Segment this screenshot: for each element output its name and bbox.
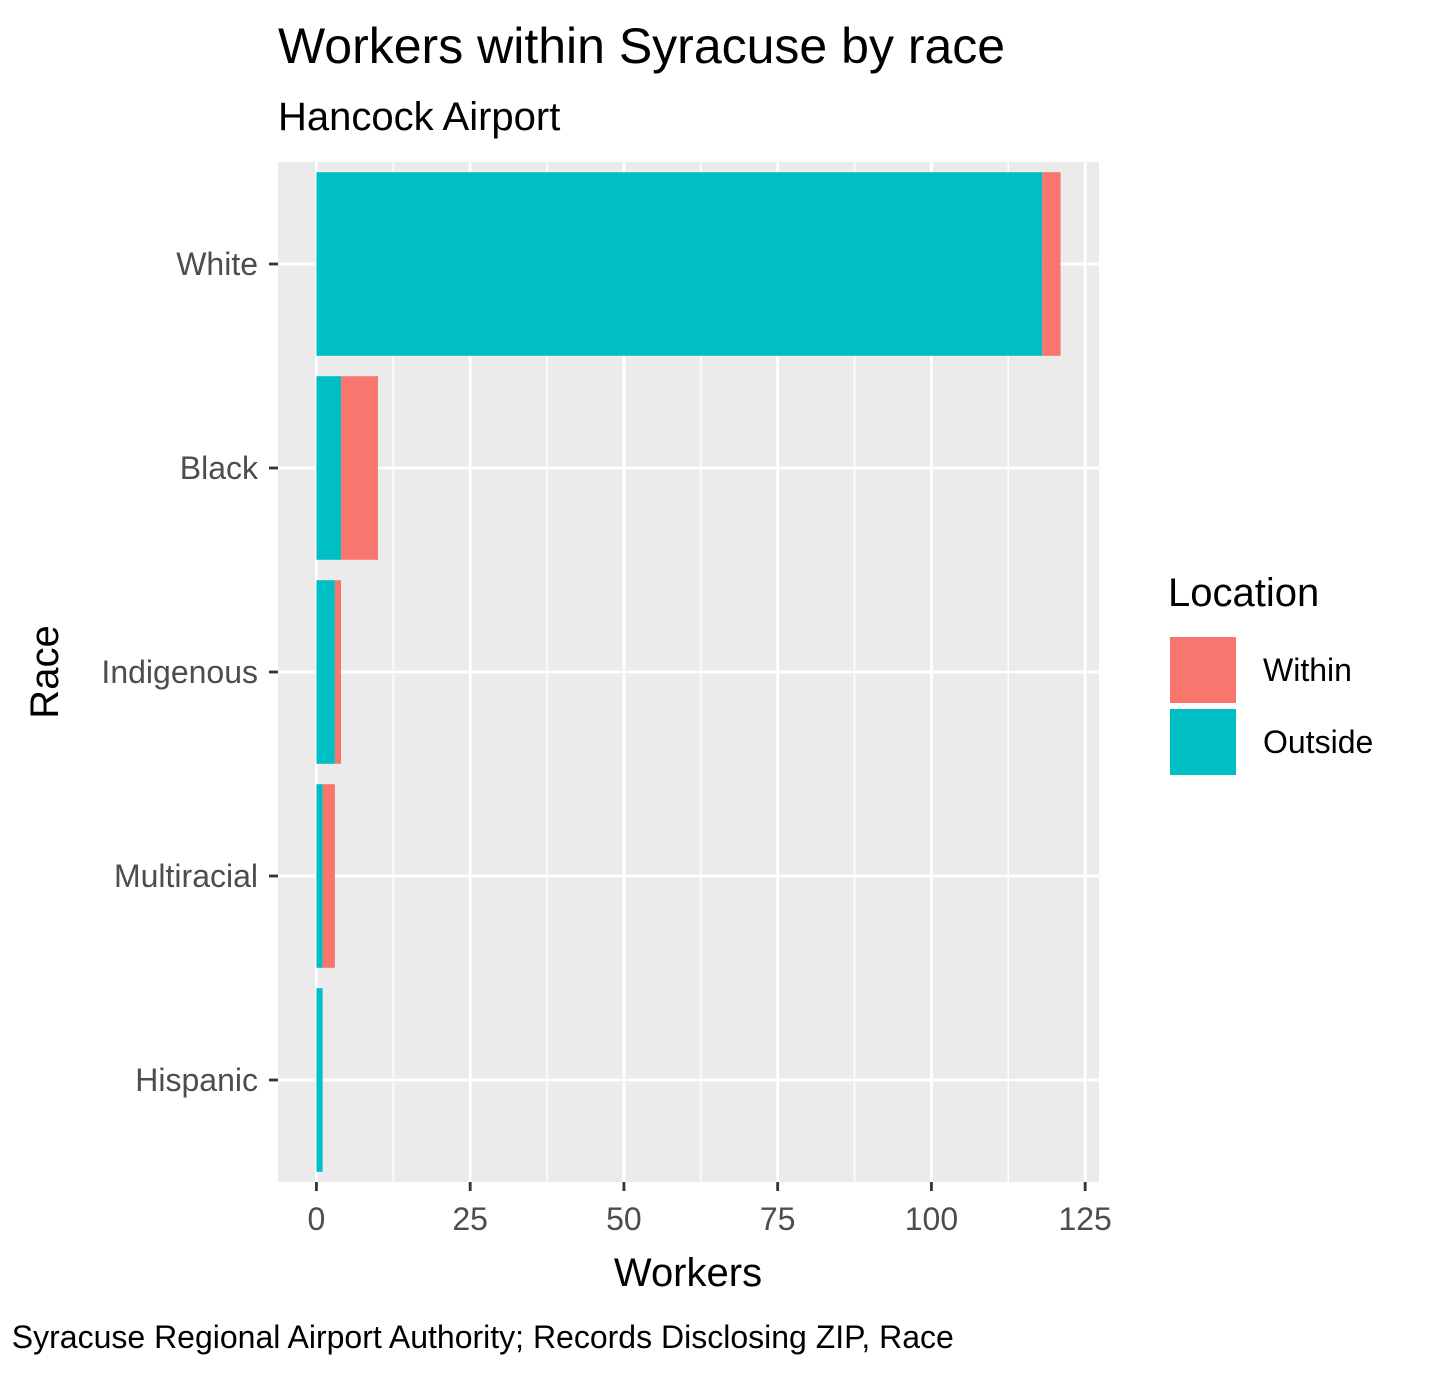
chart-title: Workers within Syracuse by race	[278, 18, 1005, 74]
bar-within-white	[1042, 172, 1061, 356]
y-tick-label: Hispanic	[135, 1062, 258, 1098]
y-tick-label: Black	[180, 450, 259, 486]
y-tick-label: Indigenous	[101, 654, 258, 690]
y-axis-title: Race	[23, 625, 67, 718]
legend-label-within: Within	[1263, 652, 1352, 688]
bar-outside-black	[316, 376, 342, 560]
y-tick-label: Multiracial	[114, 858, 258, 894]
x-tick-label: 0	[308, 1201, 326, 1237]
legend-key-outside	[1170, 709, 1236, 775]
x-axis-title: Workers	[614, 1251, 762, 1295]
bar-outside-hispanic	[316, 988, 323, 1172]
bars	[316, 172, 1061, 1172]
chart-caption: : Syracuse Regional Airport Authority; R…	[0, 1319, 954, 1355]
y-tick-label: White	[176, 246, 258, 282]
bar-outside-multiracial	[316, 784, 323, 968]
legend-label-outside: Outside	[1263, 724, 1373, 760]
legend-title: Location	[1168, 571, 1319, 615]
bar-within-indigenous	[334, 580, 342, 764]
x-tick-label: 75	[760, 1201, 796, 1237]
bar-within-black	[341, 376, 378, 560]
legend-key-within	[1170, 637, 1236, 703]
x-tick-label: 50	[606, 1201, 642, 1237]
x-axis: 0 25 50 75 100 125	[308, 1182, 1112, 1237]
chart-subtitle: Hancock Airport	[278, 95, 560, 139]
x-tick-label: 125	[1058, 1201, 1111, 1237]
x-tick-label: 25	[452, 1201, 488, 1237]
y-axis: White Black Indigenous Multiracial Hispanic	[101, 246, 278, 1098]
legend: Location Within Outside	[1168, 571, 1373, 775]
bar-outside-indigenous	[316, 580, 335, 764]
bar-within-multiracial	[322, 784, 335, 968]
bar-outside-white	[316, 172, 1043, 356]
x-tick-label: 100	[905, 1201, 958, 1237]
